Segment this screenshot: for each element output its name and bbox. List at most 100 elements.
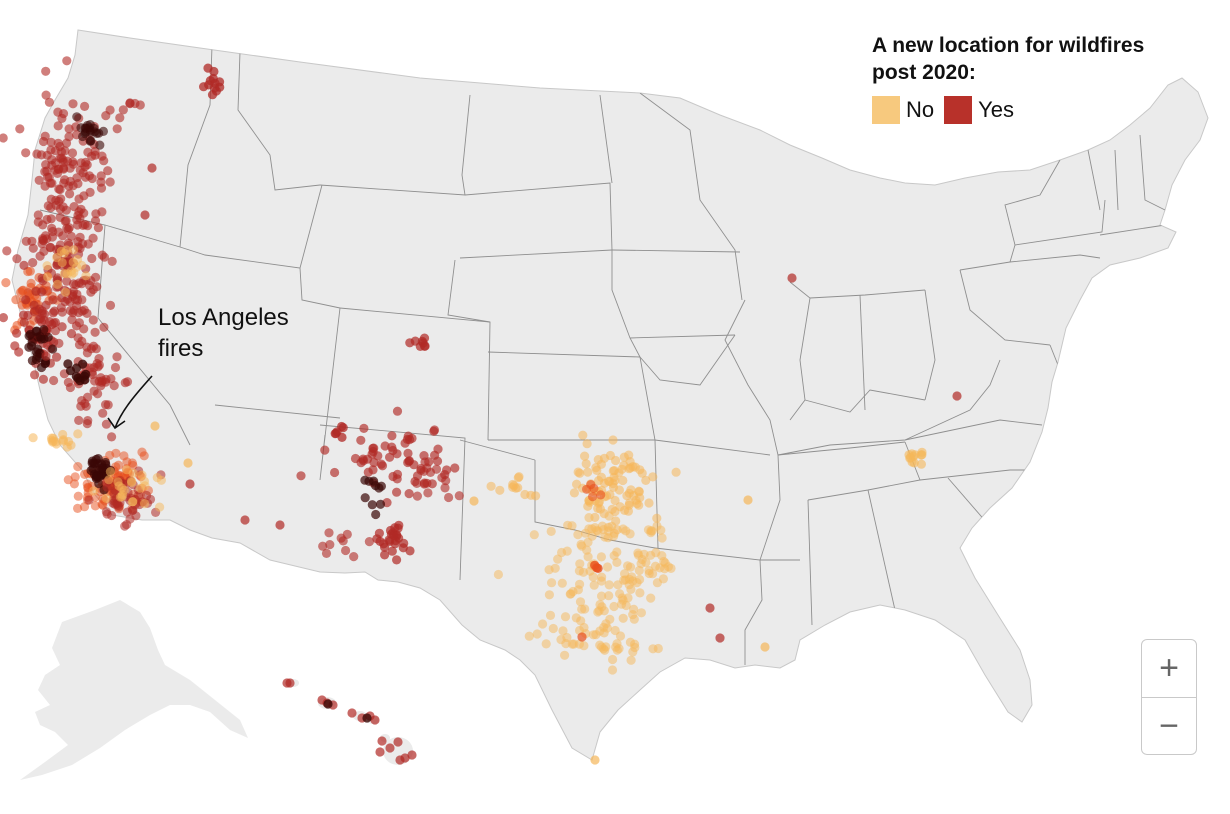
wildfire-point: [84, 495, 94, 505]
wildfire-point: [57, 257, 67, 268]
wildfire-point: [952, 391, 962, 401]
wildfire-point: [21, 148, 31, 158]
wildfire-point: [641, 557, 651, 568]
state-border: [959, 254, 1101, 271]
wildfire-point: [29, 370, 40, 380]
wildfire-point: [31, 286, 41, 296]
annotation-arrowhead: [107, 417, 126, 430]
wildfire-point: [596, 552, 607, 562]
wildfire-point: [19, 260, 29, 270]
wildfire-point: [636, 608, 647, 618]
wildfire-point: [73, 491, 83, 501]
wildfire-point: [412, 478, 422, 488]
wildfire-point: [0, 133, 8, 143]
wildfire-points: [0, 56, 962, 765]
state-border: [611, 249, 741, 253]
wildfire-point: [599, 453, 610, 463]
wildfire-point: [573, 530, 583, 540]
wildfire-point: [617, 464, 627, 474]
wildfire-point: [107, 432, 117, 442]
zoom-out-button[interactable]: −: [1142, 697, 1196, 755]
wildfire-point: [128, 497, 138, 507]
state-border: [1087, 149, 1101, 211]
state-border: [534, 460, 656, 549]
wildfire-point: [385, 743, 395, 753]
state-border: [639, 92, 743, 301]
wildfire-point: [52, 279, 63, 289]
state-border: [654, 547, 763, 665]
zoom-in-button[interactable]: +: [1159, 649, 1179, 687]
wildfire-point: [553, 554, 563, 564]
wildfire-point: [27, 236, 37, 246]
wildfire-point: [625, 562, 636, 572]
wildfire-point: [612, 639, 622, 649]
wildfire-point: [122, 507, 132, 517]
wildfire-point: [89, 486, 99, 496]
wildfire-point: [568, 586, 578, 597]
wildfire-point: [671, 467, 681, 477]
wildfire-point: [392, 474, 402, 484]
wildfire-point: [74, 415, 84, 425]
wildfire-point: [592, 465, 602, 475]
wildfire-point: [423, 488, 433, 498]
wildfire-point: [90, 327, 100, 337]
state-border: [904, 359, 1001, 441]
state-border: [319, 94, 471, 196]
wildfire-point: [2, 246, 12, 256]
wildfire-point: [38, 220, 48, 230]
wildfire-point: [350, 453, 361, 464]
wildfire-point: [12, 254, 22, 264]
wildfire-point: [40, 358, 51, 368]
wildfire-point: [429, 426, 439, 436]
wildfire-point: [90, 127, 100, 137]
wildfire-point: [575, 559, 585, 569]
wildfire-point: [599, 606, 609, 616]
state-border: [867, 489, 896, 611]
wildfire-point: [666, 563, 676, 574]
wildfire-point: [646, 550, 656, 560]
wildfire-point: [53, 107, 63, 117]
alaska-landmass: [20, 600, 248, 780]
wildfire-point: [437, 473, 447, 483]
wildfire-point: [32, 149, 42, 159]
wildfire-point: [112, 124, 122, 134]
wildfire-point: [330, 467, 340, 478]
wildfire-point: [70, 472, 80, 482]
wildfire-point: [572, 479, 582, 489]
wildfire-point: [87, 173, 97, 184]
wildfire-point: [544, 590, 555, 600]
wildfire-point: [58, 436, 68, 446]
wildfire-point: [48, 295, 58, 305]
wildfire-point: [41, 351, 51, 361]
wildfire-point: [652, 513, 662, 523]
wildfire-point: [337, 432, 347, 442]
wildfire-point: [96, 183, 107, 193]
wildfire-point: [63, 238, 73, 248]
wildfire-point: [203, 63, 213, 73]
wildfire-point: [54, 338, 64, 348]
wildfire-point: [557, 578, 567, 588]
wildfire-point: [185, 479, 195, 489]
wildfire-point: [93, 223, 103, 233]
wildfire-point: [590, 755, 600, 765]
wildfire-point: [584, 524, 594, 534]
wildfire-point: [392, 487, 402, 497]
wildfire-point: [614, 485, 625, 495]
wildfire-point: [105, 105, 115, 115]
wildfire-point: [118, 105, 128, 115]
wildfire-point: [617, 599, 627, 609]
wildfire-point: [577, 632, 587, 642]
wildfire-point: [72, 262, 82, 272]
wildfire-point: [526, 490, 536, 500]
wildfire-point: [375, 499, 386, 509]
zoom-control: + −: [1141, 639, 1197, 755]
wildfire-point: [387, 431, 397, 441]
wildfire-point: [14, 347, 24, 357]
wildfire-point: [583, 467, 593, 477]
wildfire-point: [715, 633, 725, 643]
wildfire-point: [360, 493, 370, 503]
wildfire-point: [94, 376, 104, 386]
wildfire-point: [46, 194, 56, 204]
wildfire-point: [403, 448, 413, 458]
